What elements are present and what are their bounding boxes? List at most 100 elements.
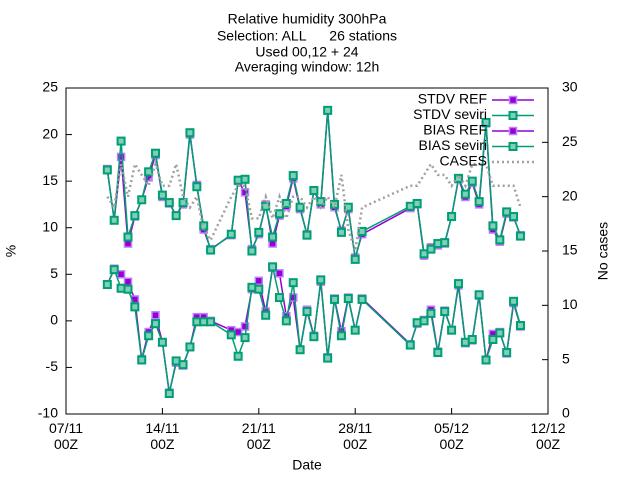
y-tick-label: 20 bbox=[42, 125, 58, 141]
data-point bbox=[453, 279, 463, 289]
data-point bbox=[336, 227, 346, 237]
data-point bbox=[295, 345, 305, 355]
y2-tick-label: 5 bbox=[562, 350, 570, 366]
legend-label: CASES bbox=[440, 153, 487, 169]
data-point bbox=[350, 325, 360, 335]
y2-tick-label: 15 bbox=[562, 242, 578, 258]
data-point bbox=[509, 212, 519, 222]
data-point bbox=[226, 229, 236, 239]
data-point bbox=[275, 269, 284, 278]
data-point bbox=[116, 152, 126, 162]
x-tick-label: 21/11 00Z bbox=[241, 420, 276, 452]
data-point bbox=[515, 321, 525, 331]
data-point bbox=[509, 296, 519, 306]
data-point bbox=[323, 353, 333, 363]
data-point bbox=[171, 211, 181, 221]
y-axis-label: % bbox=[3, 245, 19, 257]
data-point bbox=[178, 198, 188, 208]
data-point bbox=[288, 171, 298, 181]
data-point bbox=[281, 316, 291, 326]
data-point bbox=[261, 310, 271, 320]
data-point bbox=[281, 198, 291, 208]
legend-marker bbox=[508, 111, 518, 120]
data-point bbox=[137, 195, 147, 205]
data-point bbox=[343, 202, 353, 212]
data-point bbox=[102, 165, 112, 175]
title-line: Used 00,12 + 24 bbox=[255, 44, 358, 60]
data-point bbox=[357, 226, 367, 236]
data-point bbox=[240, 322, 250, 331]
data-point bbox=[323, 105, 333, 115]
data-point bbox=[474, 290, 484, 300]
y-tick-label: -5 bbox=[46, 358, 59, 374]
data-point bbox=[412, 198, 422, 208]
data-point bbox=[453, 173, 463, 183]
data-point bbox=[226, 330, 236, 340]
data-point bbox=[502, 207, 512, 217]
data-point bbox=[130, 211, 140, 221]
data-point bbox=[123, 232, 133, 242]
data-point bbox=[433, 348, 443, 358]
data-point bbox=[343, 294, 353, 304]
data-point bbox=[254, 227, 264, 237]
data-point bbox=[109, 215, 119, 225]
legend-label: STDV seviri bbox=[413, 106, 487, 122]
y2-tick-label: 10 bbox=[562, 296, 578, 312]
data-point bbox=[116, 270, 126, 279]
data-point bbox=[109, 265, 119, 275]
data-point bbox=[419, 316, 429, 326]
y2-tick-label: 20 bbox=[562, 187, 578, 203]
data-point bbox=[268, 232, 278, 242]
y2-tick-label: 30 bbox=[562, 79, 578, 95]
y-tick-label: -10 bbox=[38, 405, 58, 421]
data-point bbox=[419, 249, 429, 259]
data-point bbox=[495, 328, 505, 338]
data-point bbox=[240, 333, 250, 343]
data-point bbox=[481, 355, 491, 365]
data-point bbox=[316, 275, 326, 285]
legend-marker bbox=[508, 126, 518, 136]
data-point bbox=[481, 117, 491, 127]
data-point bbox=[502, 348, 512, 358]
data-point bbox=[185, 342, 195, 352]
legend-label: BIAS REF bbox=[423, 122, 487, 138]
x-tick-label: 14/11 00Z bbox=[145, 420, 180, 452]
data-point bbox=[240, 174, 250, 184]
x-tick-label: 05/12 00Z bbox=[434, 420, 470, 452]
data-point bbox=[137, 355, 147, 365]
data-point bbox=[440, 307, 450, 317]
legend-marker bbox=[508, 142, 518, 151]
data-point bbox=[309, 185, 319, 195]
y-tick-label: 15 bbox=[42, 172, 58, 188]
data-point bbox=[254, 284, 264, 294]
data-point bbox=[288, 293, 298, 302]
data-point bbox=[495, 235, 505, 245]
y-tick-label: 10 bbox=[42, 218, 58, 234]
data-point bbox=[447, 212, 457, 222]
data-point bbox=[288, 278, 298, 288]
data-point bbox=[144, 167, 154, 177]
legend-marker bbox=[508, 95, 518, 105]
data-point bbox=[268, 262, 278, 272]
data-point bbox=[144, 331, 154, 341]
data-point bbox=[274, 293, 284, 303]
data-point bbox=[130, 302, 140, 312]
legend-label: BIAS seviri bbox=[419, 137, 487, 153]
y2-axis-label: No cases bbox=[595, 222, 611, 280]
data-point bbox=[295, 202, 305, 212]
data-point bbox=[302, 307, 312, 317]
data-point bbox=[440, 238, 450, 248]
data-point bbox=[206, 245, 216, 255]
x-axis-label: Date bbox=[292, 457, 322, 473]
data-point bbox=[206, 317, 216, 327]
data-point bbox=[157, 337, 167, 347]
data-point bbox=[123, 284, 133, 294]
data-point bbox=[467, 334, 477, 344]
data-point bbox=[460, 189, 470, 199]
data-point bbox=[151, 311, 160, 320]
data-point bbox=[330, 294, 340, 304]
data-point bbox=[233, 351, 243, 361]
data-point bbox=[488, 221, 498, 231]
